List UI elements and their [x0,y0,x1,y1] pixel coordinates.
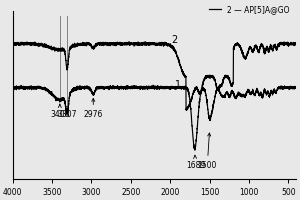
Text: 1689: 1689 [186,155,205,170]
Text: 3307: 3307 [57,110,77,119]
Text: 1: 1 [175,80,181,90]
Text: 1500: 1500 [198,133,217,170]
Text: 2: 2 [171,35,177,45]
Text: 3400: 3400 [50,104,70,119]
Legend: 2 — AP[5]A@GO: 2 — AP[5]A@GO [206,2,292,17]
Text: 2976: 2976 [84,98,103,119]
